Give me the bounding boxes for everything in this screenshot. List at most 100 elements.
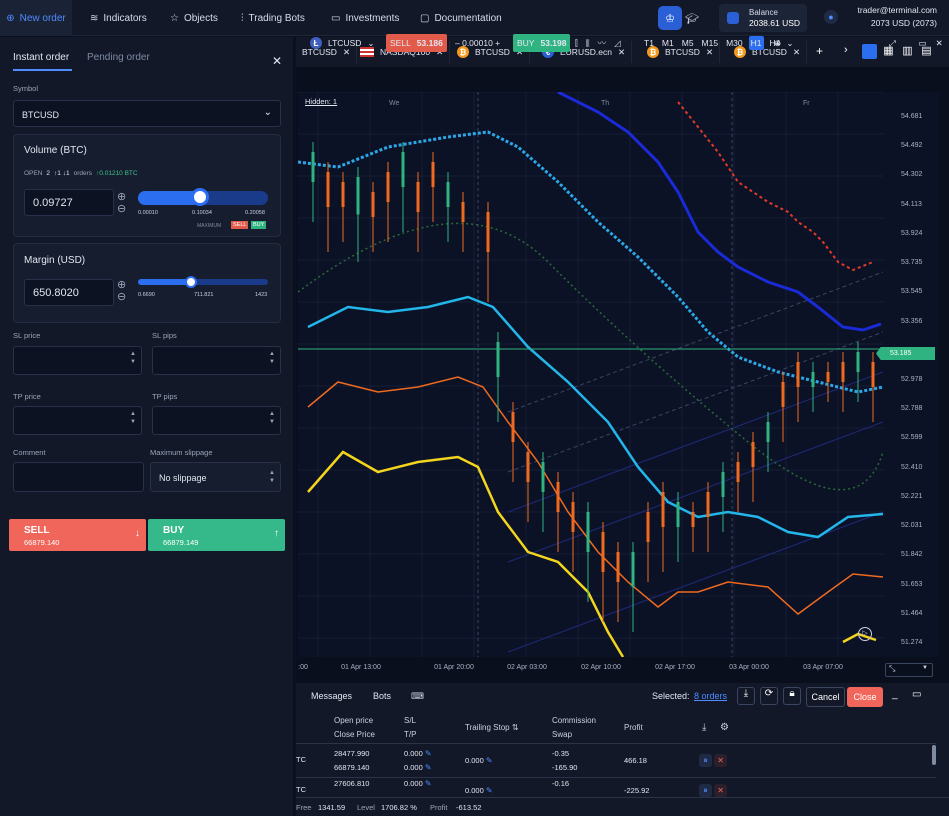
symbol-select[interactable]: BTCUSD ⌄ [13, 100, 281, 127]
sl-price-input[interactable]: ▲ ▼ [13, 346, 142, 375]
header-trailing-stop[interactable]: Trailing Stop ⇅ [465, 723, 519, 732]
education-button[interactable]: 🎓︎ [680, 6, 704, 30]
tab-pending-order[interactable]: Pending order [87, 52, 150, 63]
table-row[interactable]: TC 28477.990 66879.140 0.000 ✎ 0.000 ✎ 0… [296, 745, 936, 778]
layout-grid-icon[interactable]: ▦ [883, 45, 894, 57]
volume-input[interactable]: 0.09727 [24, 189, 114, 216]
balance-box[interactable]: Balance 2038.61 USD [719, 4, 807, 32]
sl-pips-input[interactable]: ▲ ▼ [152, 346, 281, 375]
layout-single-icon[interactable] [862, 44, 877, 59]
buy-button[interactable]: BUY 66879.149 ↑ [148, 519, 285, 551]
axis-settings[interactable]: ⤡ ▼ [885, 663, 933, 677]
margin-input[interactable]: 650.8020 [24, 279, 114, 306]
close-icon[interactable]: ✕ [935, 37, 943, 48]
chart-tab[interactable]: ₿BTCUSD✕ [641, 41, 721, 63]
minimize-icon[interactable]: _ [904, 38, 910, 48]
margin-slider-track[interactable] [138, 276, 268, 288]
maximize-icon[interactable]: ▭ [918, 37, 927, 48]
toolbar-spread[interactable]: – 0.00010 + [455, 38, 501, 48]
tab-messages[interactable]: Messages [311, 691, 353, 701]
timeframe-m15[interactable]: M15 [701, 38, 719, 48]
user-email[interactable]: trader@terminal.com [857, 5, 937, 15]
chevron-right-icon[interactable]: › [844, 44, 848, 56]
volume-slider-track[interactable] [138, 188, 268, 206]
resize-icon[interactable]: ⤡ [889, 664, 896, 673]
timeframe-t1[interactable]: T1 [644, 38, 654, 48]
close-button[interactable]: Close [847, 687, 883, 707]
timeframe-h4[interactable]: H4 [769, 38, 781, 48]
pause-icon[interactable]: ⏸ [699, 784, 712, 797]
chevron-down-icon[interactable]: ⌄ [367, 37, 375, 48]
stepper-icon[interactable]: ▲ ▼ [130, 351, 136, 365]
tab-instant-order[interactable]: Instant order [13, 52, 70, 63]
objects-button[interactable]: ☆ Objects [170, 12, 218, 24]
tab-bots[interactable]: Bots [373, 691, 392, 701]
lock-icon[interactable]: 🔒︎ [783, 687, 801, 705]
chart-symbol[interactable]: LTCUSD [328, 38, 362, 48]
close-position-icon[interactable]: ✕ [714, 754, 728, 767]
volume-stepper[interactable]: ⊕ ⊖ [117, 191, 127, 215]
comment-input[interactable] [13, 462, 144, 492]
indicators-button[interactable]: ≋ Indicators [90, 12, 147, 24]
minimize-icon[interactable]: _ [892, 689, 898, 700]
maximize-icon[interactable]: ▭ [912, 689, 922, 700]
timeframe-m30[interactable]: M30 [726, 38, 743, 48]
margin-stepper[interactable]: ⊕ ⊖ [117, 279, 127, 303]
chart-type-icons[interactable]: ⫿ ⫼ 〰 ◿ [575, 34, 621, 52]
close-icon[interactable]: ✕ [342, 46, 351, 57]
slippage-select[interactable]: No slippage ▲ ▼ [150, 462, 281, 492]
cancel-button[interactable]: Cancel [806, 687, 845, 707]
layout-columns-icon[interactable]: ▥ [902, 45, 913, 57]
timeframe-m5[interactable]: M5 [681, 38, 694, 48]
hidden-indicators-link[interactable]: Hidden: 1 [305, 97, 338, 106]
toolbar-sell-button[interactable]: SELL 53.186 [386, 34, 447, 52]
download-icon[interactable]: ⤓ [737, 687, 755, 705]
margin-slider-handle[interactable] [185, 276, 198, 288]
layout-rows-icon[interactable]: ▤ [921, 45, 932, 57]
close-icon[interactable]: ✕ [705, 46, 714, 57]
max-sell-tag[interactable]: SELL [231, 221, 249, 229]
terminal-icon[interactable]: ⌨ [411, 691, 424, 701]
add-tab-icon[interactable]: + [816, 44, 824, 58]
toolbar-buy-button[interactable]: BUY 53.198 [513, 34, 571, 52]
zoom-icon[interactable]: ⊕ [774, 37, 782, 48]
expand-icon[interactable]: ⤢ [889, 37, 896, 48]
timeframe-m1[interactable]: M1 [661, 38, 674, 48]
stepper-icon[interactable]: ▲ ▼ [269, 411, 275, 425]
edit-icon[interactable]: ✎ [485, 786, 493, 795]
close-icon[interactable]: ✕ [272, 54, 283, 68]
tp-price-input[interactable]: ▲ ▼ [13, 406, 142, 435]
scrollbar[interactable] [932, 745, 936, 765]
tp-pips-input[interactable]: ▲ ▼ [152, 406, 281, 435]
selected-orders-link[interactable]: 8 orders [694, 691, 728, 701]
gear-icon[interactable]: ⚙ [720, 722, 729, 733]
chart-tab[interactable]: BTCUSD ✕ [296, 41, 358, 63]
refresh-icon[interactable]: ⟳ [760, 687, 778, 705]
chart-tab[interactable]: ₿BTCUSD✕ [728, 41, 808, 63]
chevron-down-icon[interactable]: ⌄ [786, 37, 794, 48]
documentation-button[interactable]: ▢ Documentation [420, 12, 502, 24]
investments-button[interactable]: ▭ Investments [331, 12, 400, 24]
volume-slider-handle[interactable] [191, 188, 210, 206]
dropdown-icon[interactable]: ▼ [922, 665, 928, 671]
bars-icon[interactable]: ⫼ [585, 37, 590, 48]
new-order-button[interactable]: ⊕ New order [0, 0, 72, 36]
timeframe-h1[interactable]: H1 [748, 36, 764, 50]
export-icon[interactable]: ⤓ [702, 722, 707, 733]
user-icon[interactable]: ● [824, 10, 838, 24]
sell-button[interactable]: SELL 66879.140 ↓ [9, 519, 146, 551]
crown-button[interactable]: ♔ [658, 6, 682, 30]
price-chart[interactable] [298, 92, 883, 657]
trading-bots-button[interactable]: ⫶ Trading Bots [241, 12, 305, 24]
close-icon[interactable]: ✕ [792, 46, 801, 57]
stepper-icon[interactable]: ▲ ▼ [130, 411, 136, 425]
area-icon[interactable]: ◿ [614, 37, 621, 48]
edit-icon[interactable]: ✎ [424, 763, 432, 772]
pause-icon[interactable]: ⏸ [699, 754, 712, 767]
edit-icon[interactable]: ✎ [424, 779, 432, 788]
close-position-icon[interactable]: ✕ [714, 784, 728, 797]
stepper-icon[interactable]: ▲ ▼ [269, 351, 275, 365]
table-row[interactable]: TC 27606.810 0.000 ✎ 0.000 ✎ -0.16 -225.… [296, 779, 936, 797]
edit-icon[interactable]: ✎ [485, 756, 493, 765]
edit-icon[interactable]: ✎ [424, 749, 432, 758]
